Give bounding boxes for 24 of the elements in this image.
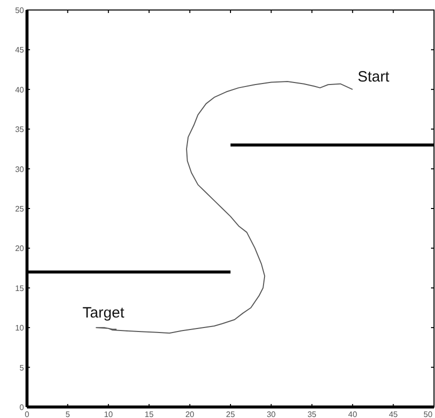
y-tick-label: 25 (15, 204, 25, 214)
y-tick-label: 30 (15, 164, 25, 174)
x-tick-label: 50 (424, 410, 433, 418)
x-tick-label: 10 (104, 410, 114, 418)
y-tick-label: 35 (15, 125, 25, 134)
y-tick-label: 50 (15, 6, 25, 15)
x-tick-label: 40 (348, 410, 358, 418)
y-tick-label: 0 (20, 403, 25, 412)
x-tick-label: 5 (65, 410, 70, 418)
y-tick-label: 10 (15, 324, 25, 333)
y-tick-label: 45 (15, 46, 25, 55)
x-tick-label: 45 (388, 410, 398, 418)
y-tick-label: 20 (15, 244, 25, 254)
x-tick-label: 20 (185, 410, 195, 418)
annotation: Target (82, 304, 126, 322)
x-tick-label: 15 (144, 410, 154, 418)
x-tick-label: 35 (307, 410, 317, 418)
x-tick-label: 0 (24, 410, 30, 418)
x-tick-label: 30 (266, 410, 276, 418)
x-tick-label: 25 (226, 410, 236, 418)
y-tick-label: 5 (20, 363, 25, 372)
annotation: Start (358, 68, 390, 86)
y-tick-label: 40 (15, 85, 25, 94)
y-tick-label: 15 (15, 284, 25, 293)
